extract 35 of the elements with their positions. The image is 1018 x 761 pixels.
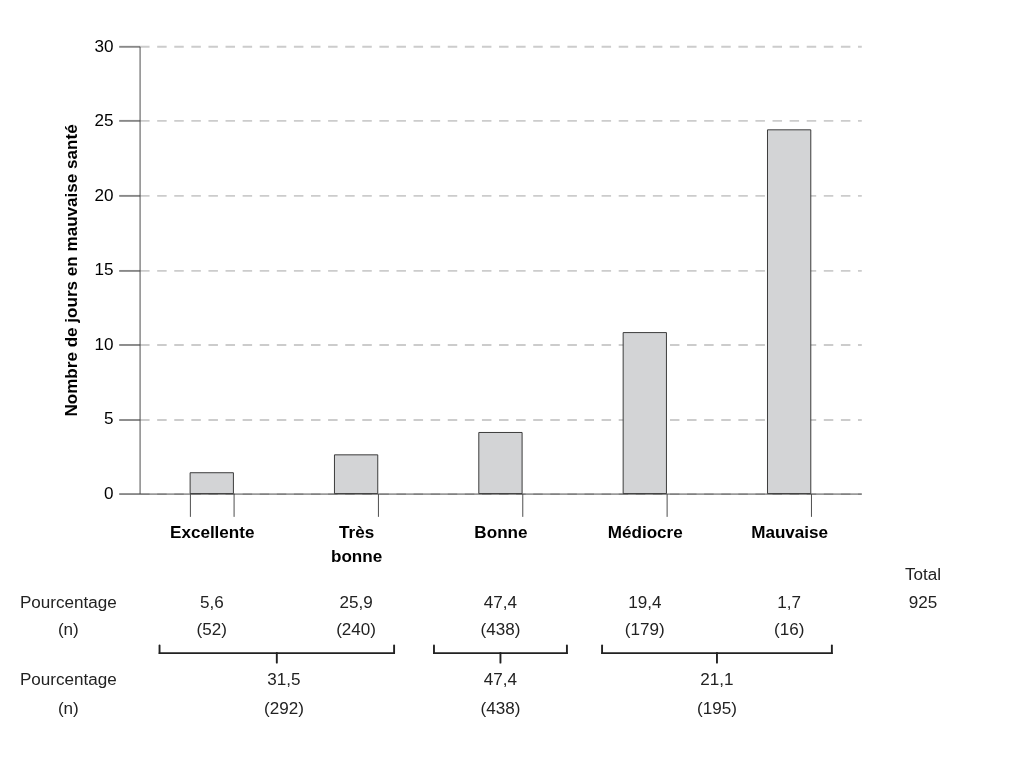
text: (179) <box>624 620 665 640</box>
text: (240) <box>336 620 377 640</box>
text: (16) <box>773 620 805 640</box>
y-axis-title: Nombre de jours en mauvaise santé <box>62 124 82 417</box>
x-tick-label: Excellente <box>169 522 255 542</box>
text: (438) <box>480 620 521 640</box>
text: 47,4 <box>483 592 518 612</box>
text: (292) <box>264 698 304 718</box>
text: 25,9 <box>339 592 373 612</box>
y-tick-label: 15 <box>94 260 114 280</box>
text: (195) <box>697 698 737 718</box>
text: Pourcentage <box>19 592 117 612</box>
text: (438) <box>480 698 521 718</box>
x-tick-label: Mauvaise <box>751 522 829 542</box>
text: 19,4 <box>628 592 662 612</box>
text: (n) <box>57 620 79 640</box>
text: 21,1 <box>700 670 734 690</box>
text: 31,5 <box>267 670 301 690</box>
y-tick-label: 5 <box>103 409 114 429</box>
text: 47,4 <box>483 670 518 690</box>
text: Pourcentage <box>19 670 117 690</box>
text: (52) <box>196 620 227 640</box>
text: 1,7 <box>777 592 802 612</box>
y-tick-label: 10 <box>94 334 114 354</box>
y-tick-label: 25 <box>94 111 114 131</box>
x-tick-label: Bonne <box>474 522 528 542</box>
x-tick-label: Médiocre <box>607 522 683 542</box>
x-tick-label: Très bonne <box>330 522 383 567</box>
text: (n) <box>57 698 79 718</box>
text: 5,6 <box>199 592 224 612</box>
y-tick-label: 20 <box>94 185 114 205</box>
text: Total <box>905 565 942 585</box>
y-tick-label: 0 <box>103 483 114 503</box>
y-tick-label: 30 <box>94 36 114 56</box>
text: 925 <box>908 592 938 612</box>
